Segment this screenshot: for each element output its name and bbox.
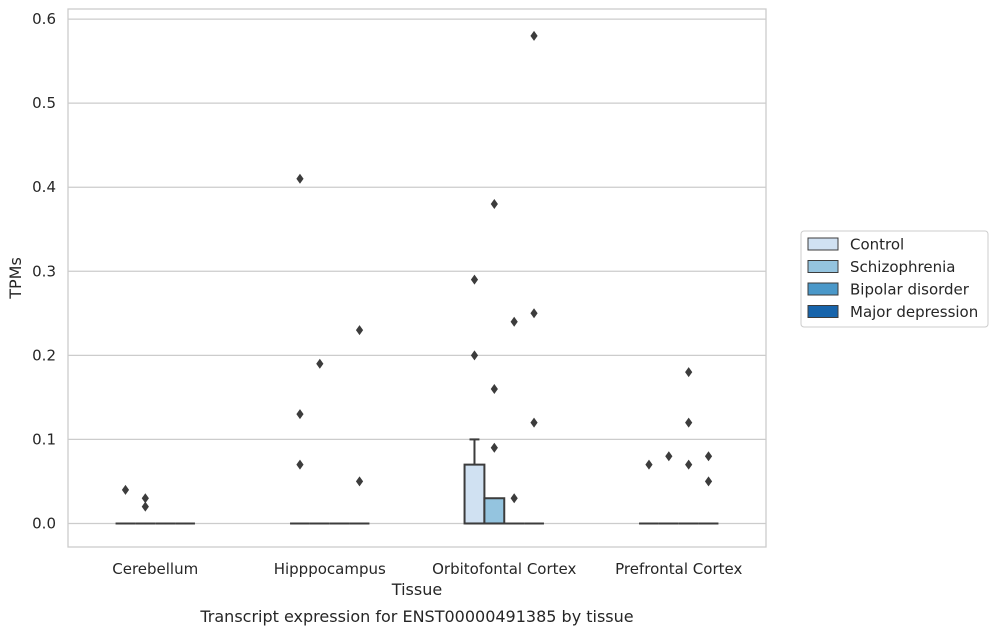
legend-item-schizophrenia: Schizophrenia [807,258,955,276]
legend-swatch [807,237,839,251]
outlier-point [510,316,518,327]
plot-area-frame [67,8,767,548]
y-tick-label: 0.3 [32,262,56,280]
outlier-point [121,484,130,495]
outlier-point [141,493,149,504]
y-axis-ticks: 0.0 0.1 0.2 0.3 0.4 0.5 0.6 [32,10,56,532]
outlier-point [510,493,518,504]
outlier-point [296,173,304,184]
legend-label: Major depression [850,303,978,321]
outlier-point [355,476,364,487]
x-axis-title: Tissue [391,580,442,599]
outlier-point [316,358,324,369]
legend-label: Control [850,236,904,254]
x-tick-label-hipppocampus: Hipppocampus [274,560,386,578]
legend-item-control: Control [807,236,904,254]
box-body [463,463,486,525]
box-schizophrenia-orbitofontal-cortex [483,497,506,525]
y-tick-label: 0.5 [32,94,56,112]
y-tick-label: 0.2 [32,346,56,364]
y-tick-label: 0.0 [32,514,56,532]
box-control-orbitofontal-cortex [463,438,486,525]
outlier-point [704,476,713,487]
legend: Control Schizophrenia Bipolar disorder Majo… [800,230,989,328]
outlier-point [355,325,364,336]
x-axis-ticks: Cerebellum Hipppocampus Orbitofontal Corte… [112,560,742,578]
outlier-point [530,417,538,428]
legend-item-bipolar-disorder: Bipolar disorder [807,281,970,299]
y-tick-label: 0.6 [32,10,56,28]
outlier-point [645,459,653,470]
legend-swatch [807,260,839,273]
legend-label: Bipolar disorder [850,281,970,299]
chart-title: Transcript expression for ENST0000049138… [199,607,633,626]
outlier-point [490,383,498,394]
legend-frame [800,230,989,328]
legend-swatch [807,305,839,318]
grid-lines [68,18,766,525]
y-axis-title: TPMs [6,257,25,300]
outlier-point [704,451,713,462]
outlier-point [296,459,304,470]
boxes [115,438,719,525]
legend-item-major-depression: Major depression [807,303,978,321]
outlier-point [685,417,693,428]
outlier-point [296,409,304,420]
outlier-point [470,350,479,361]
box-body [483,497,506,525]
x-tick-label-orbitofontal-cortex: Orbitofontal Cortex [432,560,576,578]
x-tick-label-cerebellum: Cerebellum [112,560,198,578]
outliers [121,30,713,512]
outlier-point [141,501,149,512]
x-tick-label-prefrontal-cortex: Prefrontal Cortex [615,560,742,578]
outlier-point [490,199,498,210]
y-tick-label: 0.1 [32,430,56,448]
outlier-point [685,367,693,378]
outlier-point [490,442,498,453]
outlier-point [530,308,538,319]
outlier-point [530,30,538,41]
y-tick-label: 0.4 [32,178,56,196]
legend-label: Schizophrenia [850,258,955,276]
outlier-point [685,459,693,470]
outlier-point [470,274,479,285]
legend-swatch [807,282,839,296]
outlier-point [665,451,673,462]
